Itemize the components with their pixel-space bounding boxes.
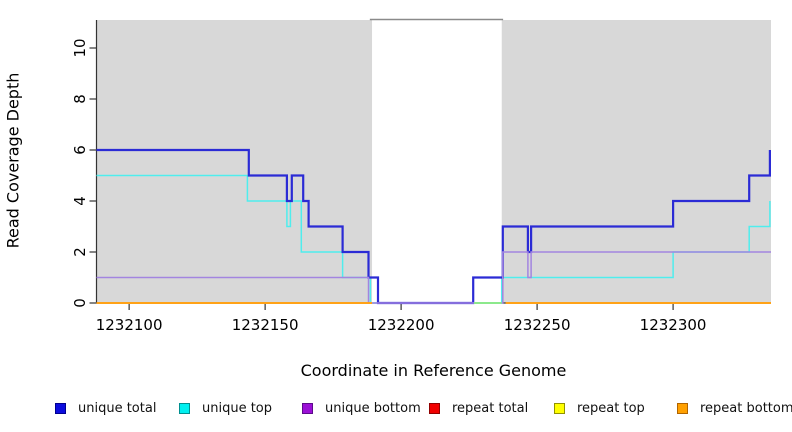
y-tick-label: 4 <box>71 196 89 206</box>
shaded-region-1 <box>96 20 373 303</box>
y-tick-label: 8 <box>71 94 89 104</box>
x-tick-label: 1232300 <box>640 316 707 334</box>
legend-swatch-unique-total-icon <box>55 402 66 414</box>
legend-item-repeat-bottom: repeat bottom <box>677 399 792 417</box>
series-line-unique-total <box>96 148 772 305</box>
legend-label-unique-total: unique total <box>78 400 157 416</box>
y-tick-label: 2 <box>71 247 89 257</box>
legend-swatch-repeat-total-icon <box>429 402 440 414</box>
legend-label-unique-top: unique top <box>202 400 273 416</box>
y-tick-label: 10 <box>71 38 89 57</box>
legend-label-repeat-total: repeat total <box>452 400 529 416</box>
x-tick-label: 1232200 <box>368 316 435 334</box>
series-line-unique-bottom <box>96 251 771 304</box>
legend-item-unique-top: unique top <box>179 399 272 417</box>
y-axis-title: Read Coverage Depth <box>3 72 23 248</box>
legend-swatch-repeat-top-icon <box>554 402 565 414</box>
legend-swatch-unique-bottom-icon <box>302 402 313 414</box>
x-axis-title: Coordinate in Reference Genome <box>300 361 567 380</box>
legend-item-unique-bottom: unique bottom <box>302 399 421 417</box>
legend-label-repeat-top: repeat top <box>577 400 645 416</box>
legend-item-repeat-total: repeat total <box>429 399 528 417</box>
legend-item-unique-total: unique total <box>55 399 156 417</box>
shaded-region-2 <box>501 20 771 303</box>
legend-swatch-repeat-bottom-icon <box>677 402 688 414</box>
legend-label-unique-bottom: unique bottom <box>325 400 421 416</box>
x-tick-label: 1232250 <box>504 316 571 334</box>
y-tick-label: 6 <box>71 145 89 155</box>
y-tick-label: 0 <box>71 298 89 308</box>
legend-label-repeat-bottom: repeat bottom <box>700 400 792 416</box>
legend-item-repeat-top: repeat top <box>554 399 645 417</box>
plot-legend: unique total unique top unique bottom repea… <box>0 399 792 421</box>
x-tick-label: 1232100 <box>96 316 163 334</box>
legend-swatch-unique-top-icon <box>179 402 190 414</box>
x-tick-label: 1232150 <box>232 316 299 334</box>
